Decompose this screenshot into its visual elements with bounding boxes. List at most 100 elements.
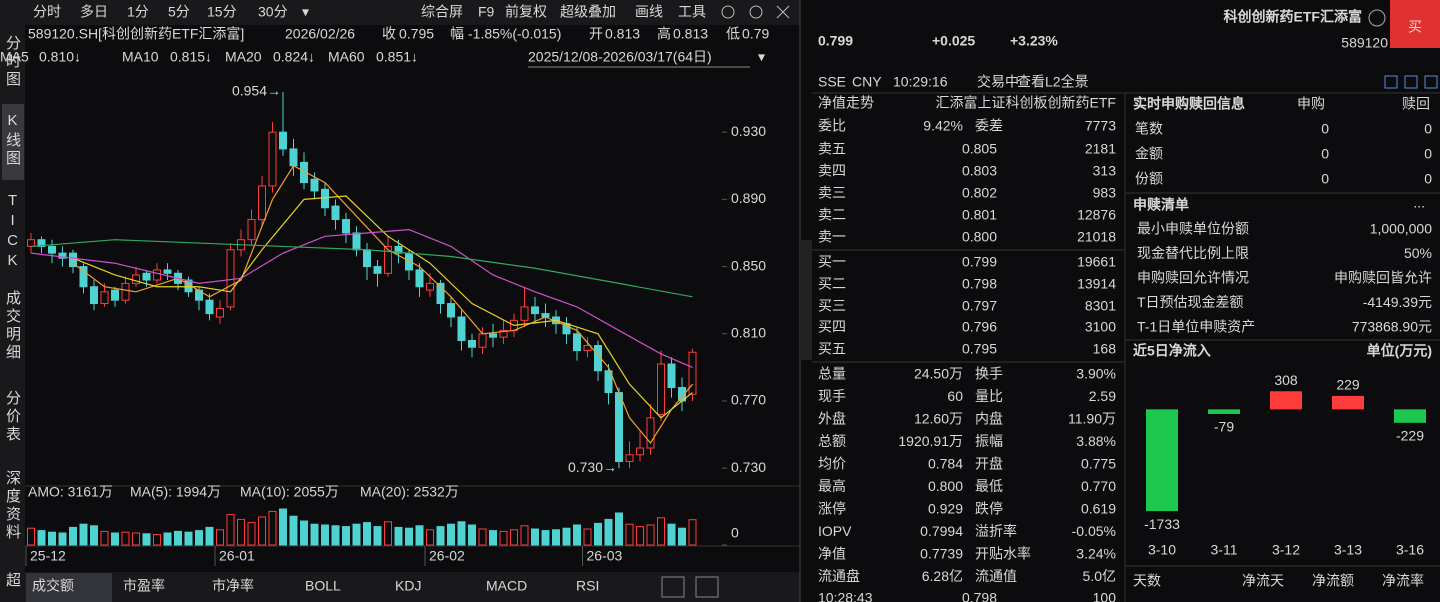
quote-cell: 流通盘	[818, 568, 860, 584]
tool-button[interactable]: 工具	[678, 4, 706, 20]
volume-bar	[384, 521, 392, 546]
tool-button[interactable]: 画线	[635, 4, 663, 20]
add-button[interactable]	[661, 576, 685, 598]
fund-name: 汇添富上证科创板创新药ETF	[936, 95, 1116, 111]
quote-cell: 外盘	[818, 411, 846, 427]
tool-icon[interactable]	[1384, 75, 1398, 89]
quote-cell: 买一	[818, 254, 846, 270]
tool-button[interactable]: F9	[478, 4, 495, 20]
quote-cell: 24.50万	[914, 366, 963, 382]
info-symbol: 589120.SH[科创创新药ETF汇添富]	[28, 26, 244, 42]
volume-bar	[562, 527, 571, 546]
period-tab[interactable]: 多日	[80, 4, 108, 20]
volume-bar	[111, 532, 119, 546]
volume-bar	[195, 530, 203, 546]
y-tick-label: 0.930	[731, 123, 766, 139]
bottom-tab[interactable]: 成交额	[32, 578, 74, 594]
help-icon[interactable]	[749, 5, 763, 19]
quote-cell: 内盘	[975, 411, 1003, 427]
period-tab[interactable]: 5分	[168, 4, 190, 20]
period-tab[interactable]: 分时	[33, 4, 61, 20]
quote-cell: 0.929	[928, 501, 963, 517]
candle-body	[667, 363, 676, 389]
quote-cell: 最高	[818, 478, 846, 494]
candle-body	[58, 252, 67, 259]
period-tab[interactable]: 15分	[207, 4, 237, 20]
row-label: 申购赎回允许情况	[1137, 270, 1249, 286]
candle-body	[636, 447, 644, 456]
candle-body	[436, 282, 445, 305]
candle-body	[604, 370, 613, 394]
row-value: 申购赎回皆允许	[1334, 270, 1432, 286]
info-close-label: 收	[382, 26, 396, 42]
quote-cell: 买三	[818, 298, 846, 314]
tool-icon[interactable]	[1424, 75, 1438, 89]
volume-bar	[415, 525, 424, 546]
bottom-tab[interactable]: BOLL	[305, 578, 341, 594]
collapse-handle[interactable]	[800, 240, 812, 360]
volume-bar	[531, 528, 539, 546]
row-value: 50%	[1404, 245, 1432, 261]
tool-button[interactable]: 前复权	[505, 4, 547, 20]
volume-bar	[226, 514, 235, 546]
volume-bar	[520, 525, 529, 546]
quote-cell: 3100	[1085, 319, 1116, 335]
tool-button[interactable]: 综合屏	[421, 4, 463, 20]
quote-cell: 0.800	[928, 478, 963, 494]
col-header: 申购	[1297, 96, 1325, 112]
candle-body	[373, 266, 382, 274]
quote-cell: 0.796	[962, 319, 997, 335]
volume-bar	[510, 529, 518, 546]
net-flow-bar	[1394, 409, 1426, 423]
quote-cell: 6.28亿	[922, 568, 963, 584]
candle-body	[426, 282, 434, 291]
bottom-tab[interactable]: RSI	[576, 578, 599, 594]
security-name: 科创创新药ETF汇添富	[1224, 9, 1362, 25]
candle-body	[310, 178, 319, 192]
quote-cell: 振幅	[975, 433, 1003, 449]
more-button[interactable]: ...	[1413, 195, 1425, 211]
volume-bar	[646, 524, 655, 546]
l2-link[interactable]: 查看L2全景	[1017, 74, 1089, 90]
quote-cell: 8301	[1085, 298, 1116, 314]
info-icon[interactable]	[1368, 9, 1386, 27]
volume-bar	[163, 532, 172, 546]
volume-bar	[216, 529, 224, 546]
candle-body	[121, 282, 130, 301]
quote-cell: 换手	[975, 366, 1003, 382]
period-tab[interactable]: 1分	[127, 4, 149, 20]
quote-cell: 0.619	[1081, 501, 1116, 517]
candle-body	[688, 351, 697, 395]
bar-value-label: -79	[1214, 419, 1234, 435]
chart-title: 近5日净流入	[1133, 343, 1211, 359]
bottom-tab[interactable]: 市净率	[212, 578, 254, 594]
volume-bar	[499, 530, 508, 546]
period-tab[interactable]: 30分	[258, 4, 288, 20]
buy-button[interactable]	[1390, 0, 1440, 48]
y-tick-label: 0.890	[731, 190, 766, 206]
settings-icon[interactable]	[721, 5, 735, 19]
bottom-tab[interactable]: KDJ	[395, 578, 421, 594]
volume-bar	[394, 526, 403, 546]
quote-cell: 0.770	[1081, 478, 1116, 494]
row-label: 金额	[1135, 146, 1163, 162]
close-icon[interactable]	[776, 5, 790, 19]
bottom-tab[interactable]: MACD	[486, 578, 527, 594]
tool-icon[interactable]	[1404, 75, 1418, 89]
tool-button[interactable]: 超级叠加	[560, 4, 616, 20]
side-tab: 超	[4, 572, 21, 590]
row-label: 最小申赎单位份额	[1137, 221, 1249, 237]
candle-body	[478, 333, 487, 348]
quote-cell: -0.05%	[1072, 523, 1116, 539]
quote-cell: 0.798	[962, 276, 997, 292]
ma-line	[30, 229, 693, 368]
price-annotation: 0.730→	[568, 459, 617, 475]
bottom-tab[interactable]: 市盈率	[123, 578, 165, 594]
menu-button[interactable]	[695, 576, 719, 598]
footer-label: 天数	[1133, 573, 1161, 589]
volume-bar	[90, 525, 98, 546]
net-flow-bar	[1208, 409, 1240, 414]
volume-bar	[594, 522, 602, 546]
